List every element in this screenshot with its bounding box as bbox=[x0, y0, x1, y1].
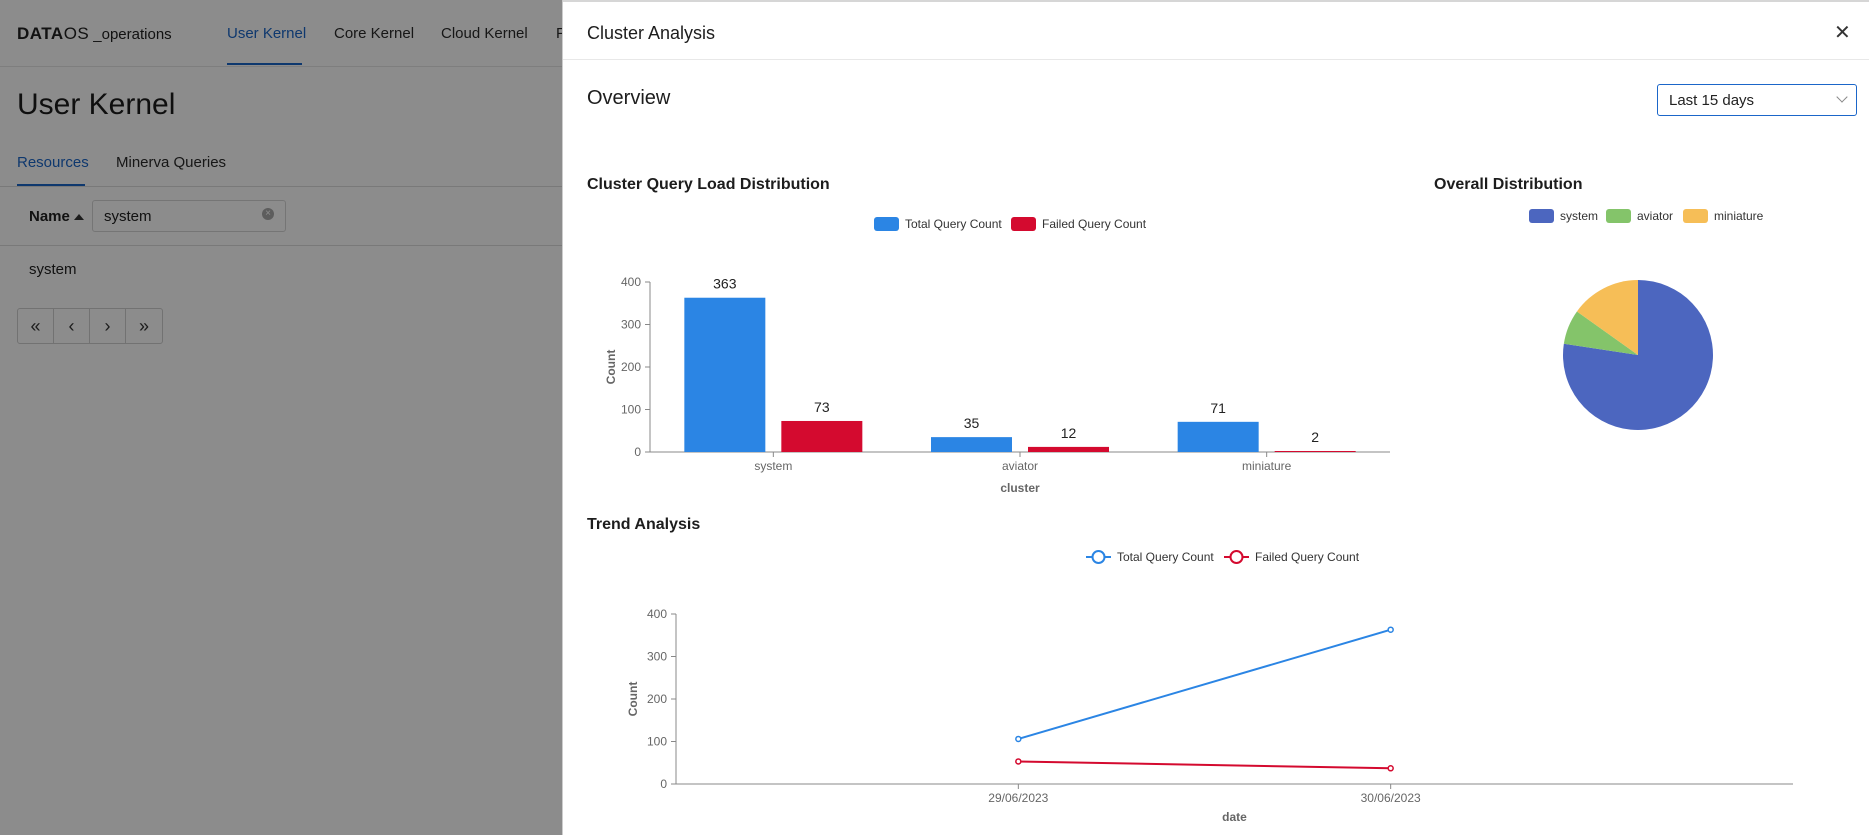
next-page-icon[interactable]: › bbox=[90, 309, 126, 343]
table-row[interactable]: system bbox=[29, 261, 77, 278]
close-icon[interactable]: ✕ bbox=[1834, 22, 1851, 44]
pie-label-aviator: aviator bbox=[1637, 209, 1674, 223]
bar-data-label: 12 bbox=[1061, 425, 1077, 441]
drawer-header: Cluster Analysis ✕ bbox=[563, 0, 1869, 60]
active-tab-indicator bbox=[227, 63, 302, 65]
legend-label-failed: Failed Query Count bbox=[1042, 217, 1147, 231]
logo-ops: _operations bbox=[93, 26, 172, 43]
prev-page-icon[interactable]: ‹ bbox=[54, 309, 90, 343]
date-range-value: Last 15 days bbox=[1669, 92, 1755, 109]
bar-chart-title: Cluster Query Load Distribution bbox=[587, 176, 830, 193]
drawer-title: Cluster Analysis bbox=[587, 23, 716, 43]
line-point bbox=[1015, 735, 1022, 743]
overview-title: Overview bbox=[587, 87, 671, 109]
bar-total bbox=[1177, 421, 1259, 452]
line-point bbox=[1387, 626, 1394, 633]
tab-minerva-queries[interactable]: Minerva Queries bbox=[116, 154, 227, 171]
line-chart: Total Query Count Failed Query Count 0 100 2… bbox=[626, 550, 1793, 824]
bar-y-tick-label: 300 bbox=[621, 318, 641, 332]
date-range-select[interactable]: Last 15 days bbox=[1657, 84, 1857, 116]
pie-slice-aviator bbox=[1563, 311, 1638, 355]
line-x-tick-label: 29/06/2023 bbox=[988, 791, 1048, 805]
pie-legend-aviator[interactable]: aviator bbox=[1606, 209, 1673, 223]
pie-swatch-system bbox=[1529, 209, 1554, 223]
bar-y-tick-label: 200 bbox=[621, 360, 641, 374]
logo[interactable]: DATAOS _operations bbox=[17, 24, 172, 44]
line-legend-marker bbox=[1091, 550, 1106, 564]
pie-slice-miniature bbox=[1576, 280, 1638, 355]
pie-swatch-aviator bbox=[1606, 209, 1631, 223]
modal-overlay[interactable] bbox=[0, 0, 562, 835]
clear-icon[interactable]: × bbox=[262, 208, 274, 220]
pie-label-miniature: miniature bbox=[1714, 209, 1764, 223]
last-page-icon[interactable]: » bbox=[138, 315, 149, 336]
pagination: « ‹ › » bbox=[17, 308, 163, 344]
legend-failed[interactable]: Failed Query Count bbox=[1011, 217, 1146, 231]
legend-label-total: Total Query Count bbox=[905, 217, 1002, 231]
trend-chart-title: Trend Analysis bbox=[587, 516, 701, 533]
tab-core-kernel[interactable]: Core Kernel bbox=[334, 25, 415, 42]
line-y-tick-label: 200 bbox=[647, 692, 667, 706]
bar-x-tick-label: aviator bbox=[1002, 459, 1038, 473]
tab-truncated[interactable]: P bbox=[556, 25, 567, 42]
bar-y-tick-label: 0 bbox=[634, 445, 641, 459]
pie-chart-title: Overall Distribution bbox=[1434, 176, 1583, 193]
line-y-tick-label: 100 bbox=[647, 735, 667, 749]
line-legend-total: Total Query Count bbox=[1117, 550, 1214, 564]
line-legend-marker bbox=[1229, 550, 1244, 564]
active-subtab-indicator bbox=[17, 184, 85, 186]
line-y-tick-label: 400 bbox=[647, 607, 667, 621]
bar-data-label: 363 bbox=[713, 276, 737, 292]
legend-swatch-failed bbox=[1011, 217, 1036, 231]
line-point bbox=[1387, 765, 1394, 772]
bar-x-tick-label: miniature bbox=[1242, 459, 1292, 473]
bar-total bbox=[931, 437, 1012, 452]
legend-total[interactable]: Total Query Count bbox=[874, 217, 1002, 231]
tab-resources[interactable]: Resources bbox=[17, 154, 89, 171]
bar-failed bbox=[781, 420, 863, 452]
chevron-down-icon bbox=[1836, 91, 1848, 103]
first-page-icon[interactable]: « bbox=[18, 309, 54, 343]
pie-label-system: system bbox=[1560, 209, 1599, 223]
line-y-tick-label: 300 bbox=[647, 650, 667, 664]
line-legend-failed: Failed Query Count bbox=[1255, 550, 1360, 564]
pie-legend-system[interactable]: system bbox=[1529, 209, 1598, 223]
bar-data-label: 2 bbox=[1311, 429, 1319, 445]
line-x-axis-label: date bbox=[1222, 810, 1247, 824]
line-point bbox=[1015, 758, 1022, 765]
line-series-failed bbox=[1018, 760, 1391, 770]
cluster-analysis-drawer: Cluster Analysis ✕ Overview Last 15 days… bbox=[562, 0, 1869, 835]
line-x-tick-label: 30/06/2023 bbox=[1361, 791, 1421, 805]
pie-swatch-miniature bbox=[1683, 209, 1708, 223]
name-column-header[interactable]: Name bbox=[29, 208, 70, 225]
legend-swatch-total bbox=[874, 217, 899, 231]
page-title: User Kernel bbox=[17, 88, 176, 121]
bar-data-label: 35 bbox=[964, 415, 980, 431]
logo-suffix: OS bbox=[63, 24, 90, 43]
bar-failed bbox=[1028, 446, 1109, 452]
logo-prefix: DATA bbox=[17, 24, 64, 43]
bar-failed bbox=[1274, 451, 1356, 452]
bar-y-axis-label: Count bbox=[604, 350, 618, 385]
bar-x-tick-label: system bbox=[754, 459, 792, 473]
bar-chart: 0 100 200 300 400 Count system 363 73 aviator 35 12… bbox=[604, 275, 1390, 495]
bar-total bbox=[684, 297, 766, 452]
subtab-divider bbox=[0, 186, 600, 187]
pie-legend-miniature[interactable]: miniature bbox=[1683, 209, 1763, 223]
bar-x-axis-label: cluster bbox=[1000, 481, 1040, 495]
table-divider bbox=[0, 245, 600, 246]
bar-data-label: 73 bbox=[814, 399, 830, 415]
pie-chart bbox=[1563, 280, 1713, 430]
tab-cloud-kernel[interactable]: Cloud Kernel bbox=[441, 25, 528, 42]
bar-y-tick-label: 400 bbox=[621, 275, 641, 289]
sort-ascending-icon[interactable] bbox=[74, 214, 84, 220]
line-series-total bbox=[1018, 628, 1391, 740]
tab-user-kernel[interactable]: User Kernel bbox=[227, 25, 307, 42]
line-y-tick-label: 0 bbox=[660, 777, 667, 791]
bar-data-label: 71 bbox=[1210, 400, 1226, 416]
line-y-axis-label: Count bbox=[626, 682, 640, 717]
name-filter-input[interactable] bbox=[92, 200, 286, 232]
bar-y-tick-label: 100 bbox=[621, 403, 641, 417]
